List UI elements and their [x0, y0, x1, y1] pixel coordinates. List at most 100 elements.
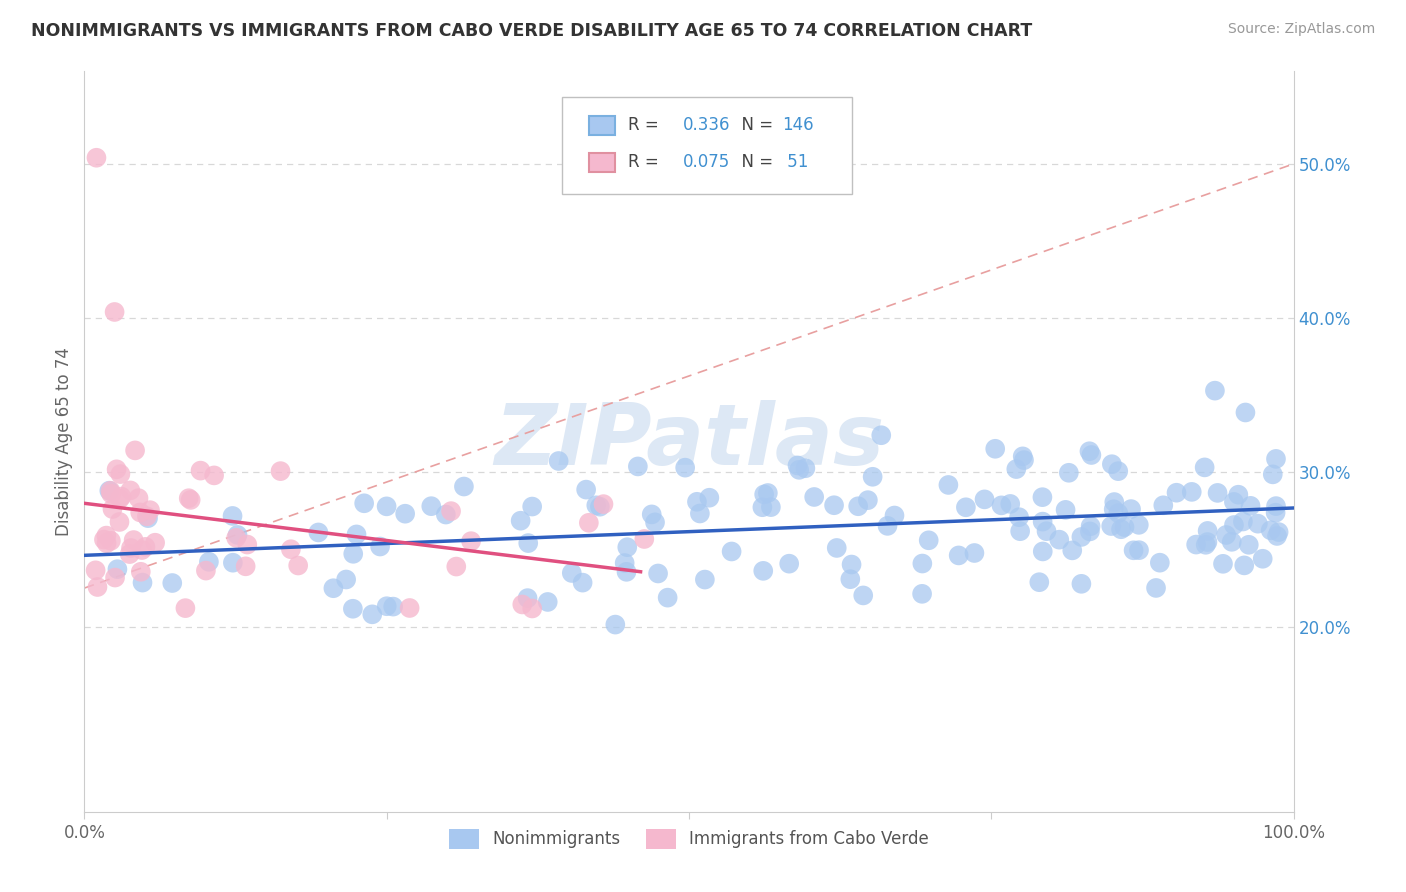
Text: NONIMMIGRANTS VS IMMIGRANTS FROM CABO VERDE DISABILITY AGE 65 TO 74 CORRELATION : NONIMMIGRANTS VS IMMIGRANTS FROM CABO VE…: [31, 22, 1032, 40]
Point: [135, 509, 157, 524]
Point: [1099, 519, 1122, 533]
Point: [585, 498, 607, 512]
Point: [236, 537, 259, 551]
Point: [1247, 516, 1270, 531]
Point: [522, 601, 544, 615]
Point: [547, 454, 569, 468]
Point: [571, 575, 593, 590]
Point: [1107, 464, 1129, 478]
Point: [1032, 544, 1054, 558]
Point: [1264, 506, 1286, 520]
Point: [1122, 543, 1144, 558]
Point: [786, 458, 808, 473]
Point: [1223, 495, 1246, 509]
Point: [510, 598, 533, 612]
Point: [778, 557, 800, 571]
Point: [759, 500, 782, 515]
Point: [221, 508, 243, 523]
Point: [794, 461, 817, 475]
Point: [1101, 457, 1123, 471]
Point: [342, 601, 364, 615]
Point: [322, 581, 344, 595]
Point: [1005, 462, 1028, 476]
Point: [440, 504, 463, 518]
Point: [911, 557, 934, 571]
Point: [647, 566, 669, 581]
Point: [1233, 558, 1256, 573]
Point: [657, 591, 679, 605]
Point: [101, 502, 124, 516]
Point: [1128, 517, 1150, 532]
Point: [1265, 529, 1288, 543]
Point: [1206, 486, 1229, 500]
Point: [575, 483, 598, 497]
Point: [1195, 538, 1218, 552]
Point: [198, 555, 221, 569]
Point: [963, 546, 986, 560]
Point: [1212, 557, 1234, 571]
Point: [787, 463, 810, 477]
Point: [1166, 485, 1188, 500]
Point: [1152, 498, 1174, 512]
Point: [938, 478, 960, 492]
Point: [605, 617, 627, 632]
Point: [120, 541, 142, 555]
Point: [110, 467, 132, 481]
Point: [1128, 543, 1150, 558]
Point: [1197, 524, 1219, 538]
Point: [1239, 499, 1261, 513]
Point: [841, 558, 863, 572]
Point: [644, 516, 666, 530]
FancyBboxPatch shape: [562, 97, 852, 194]
Point: [1078, 444, 1101, 458]
Point: [509, 514, 531, 528]
Point: [1010, 524, 1032, 539]
Point: [1119, 502, 1142, 516]
Point: [883, 508, 905, 523]
Point: [335, 573, 357, 587]
Point: [222, 556, 245, 570]
Point: [174, 601, 197, 615]
Point: [522, 500, 544, 514]
Point: [1227, 488, 1250, 502]
Point: [129, 505, 152, 519]
Point: [592, 497, 614, 511]
Point: [627, 459, 650, 474]
Text: R =: R =: [628, 153, 665, 171]
Point: [839, 572, 862, 586]
Point: [752, 564, 775, 578]
Point: [1265, 499, 1288, 513]
Point: [1104, 495, 1126, 509]
Point: [756, 486, 779, 500]
Legend: Nonimmigrants, Immigrants from Cabo Verde: Nonimmigrants, Immigrants from Cabo Verd…: [443, 822, 935, 855]
Point: [984, 442, 1007, 456]
Point: [131, 575, 153, 590]
Point: [1057, 466, 1080, 480]
Point: [180, 492, 202, 507]
Y-axis label: Disability Age 65 to 74: Disability Age 65 to 74: [55, 347, 73, 536]
Text: N =: N =: [731, 153, 779, 171]
Point: [1109, 522, 1132, 536]
Point: [720, 544, 742, 558]
Point: [1031, 490, 1053, 504]
Point: [1070, 576, 1092, 591]
Point: [561, 566, 583, 580]
Point: [1011, 450, 1033, 464]
Point: [118, 547, 141, 561]
Point: [693, 573, 716, 587]
Point: [394, 507, 416, 521]
Point: [124, 443, 146, 458]
Point: [1185, 538, 1208, 552]
Point: [1012, 453, 1035, 467]
Point: [104, 570, 127, 584]
Point: [1194, 460, 1216, 475]
Point: [108, 515, 131, 529]
Point: [1181, 484, 1204, 499]
Point: [1204, 384, 1226, 398]
Point: [948, 549, 970, 563]
Point: [375, 599, 398, 614]
Point: [107, 562, 129, 576]
Point: [1215, 528, 1237, 542]
Point: [1062, 543, 1084, 558]
Point: [86, 151, 108, 165]
